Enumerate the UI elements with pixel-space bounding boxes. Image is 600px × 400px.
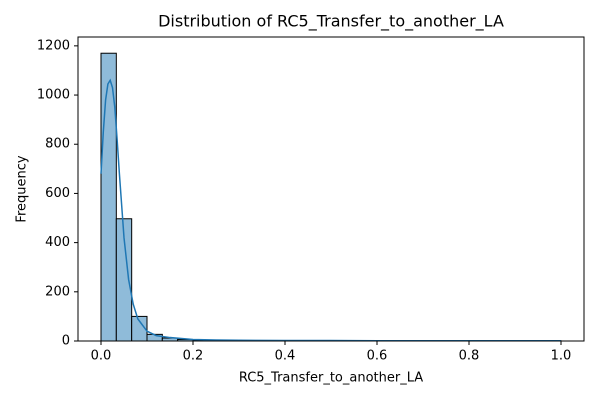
y-tick-label: 400 xyxy=(45,235,70,250)
plot-frame xyxy=(77,36,585,342)
x-tick-label: 0.8 xyxy=(459,349,480,364)
y-tick-label: 200 xyxy=(45,284,70,299)
x-tick-label: 1.0 xyxy=(551,349,572,364)
x-tick-label: 0.6 xyxy=(367,349,388,364)
kde-line xyxy=(100,78,561,342)
x-axis-label: RC5_Transfer_to_another_LA xyxy=(239,371,423,386)
y-tick-label: 800 xyxy=(45,137,70,152)
x-tick-label: 0.0 xyxy=(91,349,112,364)
x-tick-label: 0.2 xyxy=(183,349,204,364)
y-tick-label: 1000 xyxy=(37,88,70,103)
y-tick-label: 600 xyxy=(45,186,70,201)
y-axis-label: Frequency xyxy=(15,155,30,222)
y-tick-label: 0 xyxy=(62,334,70,349)
y-tick-label: 1200 xyxy=(37,38,70,53)
chart-title: Distribution of RC5_Transfer_to_another_… xyxy=(158,12,504,32)
x-tick-label: 0.4 xyxy=(275,349,296,364)
